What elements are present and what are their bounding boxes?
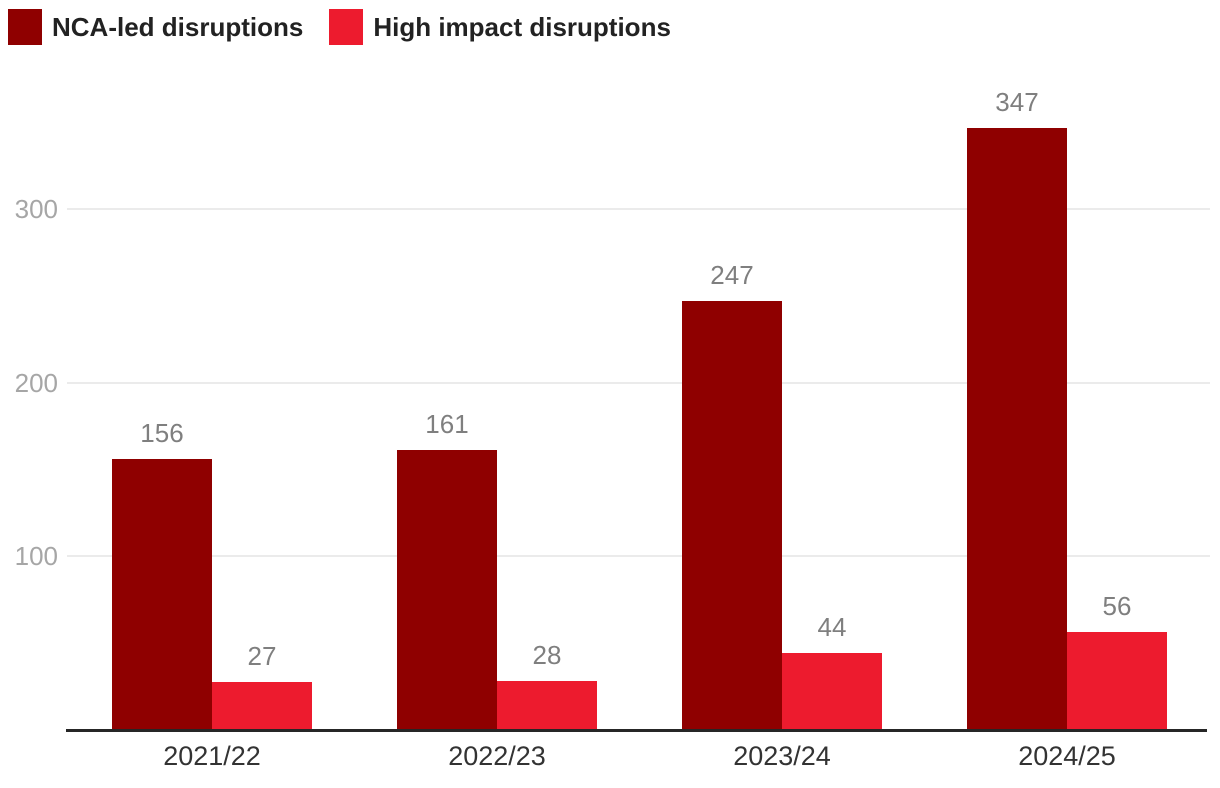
bar-value-label: 156 xyxy=(140,418,184,448)
bar-nca-led xyxy=(682,301,782,729)
bar-value-label: 27 xyxy=(247,641,277,671)
bar-nca-led xyxy=(397,450,497,729)
gridline xyxy=(67,554,1210,557)
x-axis-line xyxy=(66,729,1207,732)
legend-item-high-impact: High impact disruptions xyxy=(329,9,671,45)
bar-nca-led xyxy=(112,459,212,729)
gridline xyxy=(67,208,1210,211)
y-tick-label: 300 xyxy=(14,194,58,225)
x-tick-label: 2022/23 xyxy=(448,741,546,771)
bar-nca-led xyxy=(967,128,1067,729)
x-tick-label: 2021/22 xyxy=(163,741,261,771)
bar-value-label: 56 xyxy=(1102,591,1132,621)
y-tick-label: 200 xyxy=(14,367,58,398)
bar-high-impact xyxy=(782,653,882,729)
bar-high-impact xyxy=(497,681,597,729)
gridline xyxy=(67,381,1210,384)
legend-swatch-nca-led xyxy=(8,9,42,45)
legend-label-nca-led: NCA-led disruptions xyxy=(52,11,304,42)
x-tick-label: 2024/25 xyxy=(1018,741,1116,771)
legend: NCA-led disruptions High impact disrupti… xyxy=(8,9,671,45)
bar-value-label: 247 xyxy=(710,260,754,290)
bar-value-label: 161 xyxy=(425,409,469,439)
legend-swatch-high-impact xyxy=(329,9,364,45)
bar-value-label: 347 xyxy=(995,87,1039,117)
legend-item-nca-led: NCA-led disruptions xyxy=(8,9,303,45)
bar-high-impact xyxy=(212,682,312,729)
legend-label-high-impact: High impact disruptions xyxy=(373,11,671,42)
bar-value-label: 28 xyxy=(532,640,562,670)
bar-value-label: 44 xyxy=(817,612,847,642)
bar-high-impact xyxy=(1067,632,1167,729)
x-tick-label: 2023/24 xyxy=(733,741,831,771)
y-tick-label: 100 xyxy=(14,540,58,571)
